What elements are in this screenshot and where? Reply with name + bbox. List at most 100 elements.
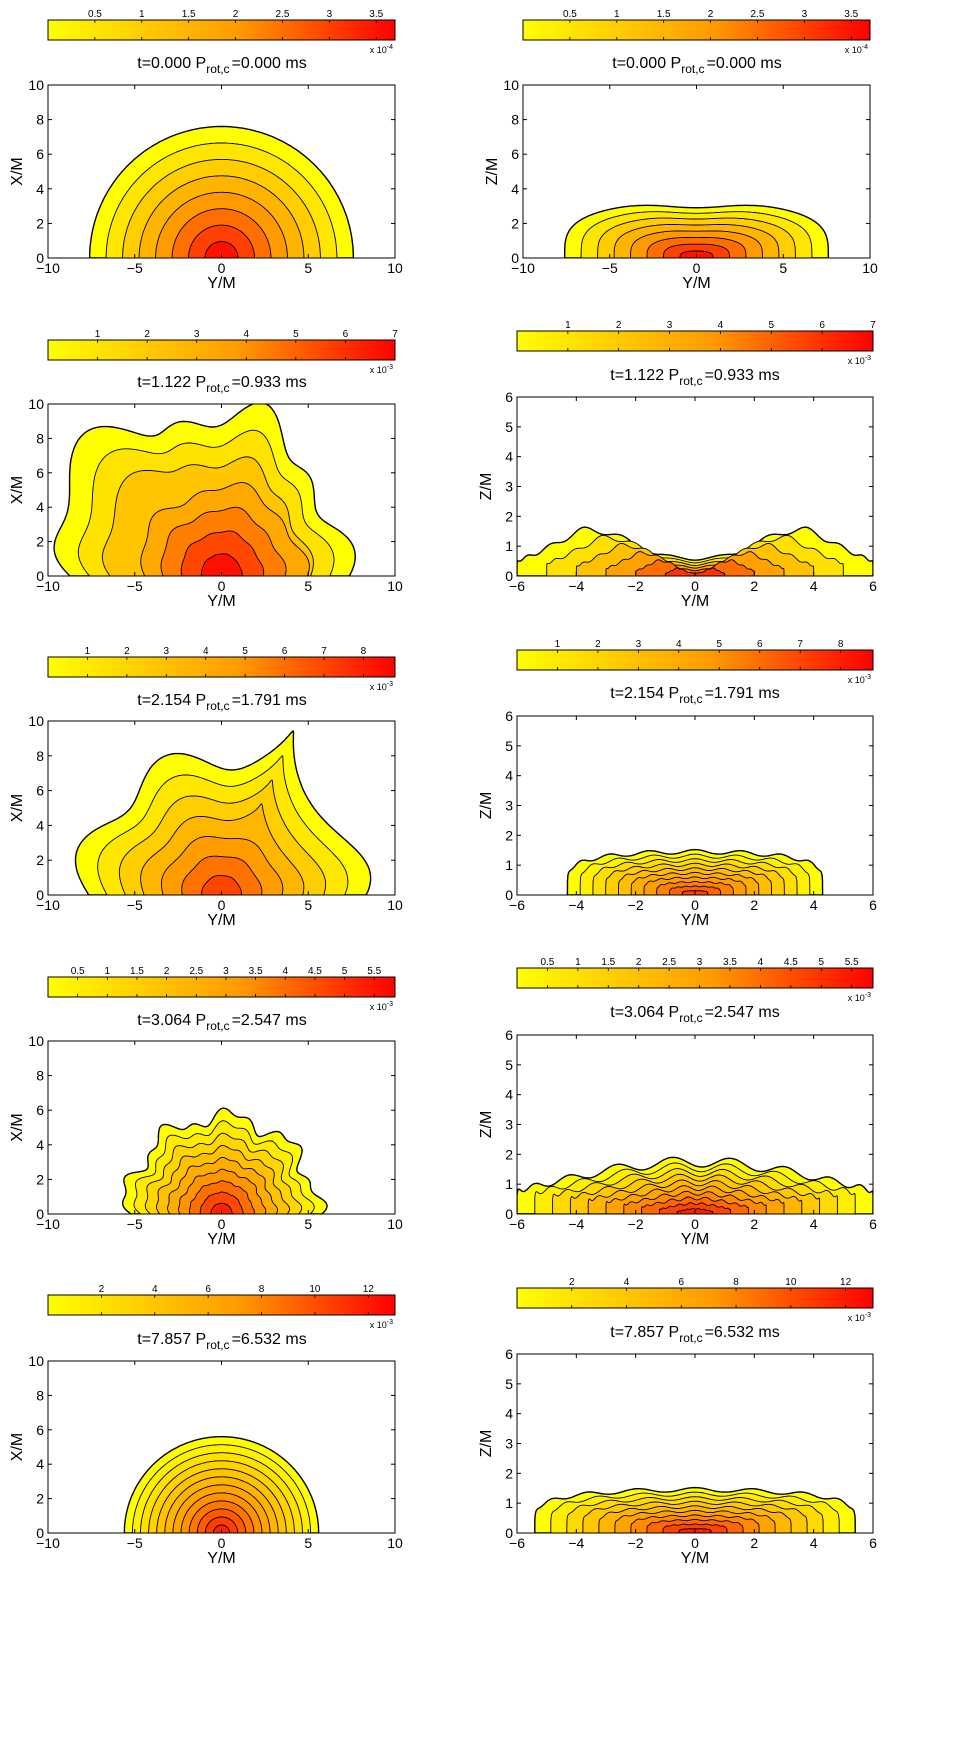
colorbar-tick-label: 5 bbox=[342, 966, 348, 977]
colorbar-tick-label: 2.5 bbox=[751, 9, 765, 20]
colorbar-tick-label: 2 bbox=[233, 9, 239, 20]
x-tick-label: 2 bbox=[750, 897, 758, 913]
y-axis-label: Z/M bbox=[478, 792, 495, 820]
y-tick-label: 4 bbox=[36, 1456, 44, 1472]
colorbar-tick-label: 1 bbox=[139, 9, 145, 20]
y-tick-label: 3 bbox=[505, 1436, 513, 1452]
panel-title-rest: =6.532 ms bbox=[232, 1331, 307, 1348]
y-tick-label: 0 bbox=[36, 1525, 44, 1541]
y-axis-label: Z/M bbox=[478, 1111, 495, 1139]
panel-row2-right: 1 2 3 4 5 6 7 x 10-3 t=1.122 Prot,c =0.933 ms −6 −4… bbox=[478, 320, 877, 610]
x-tick-label: 10 bbox=[387, 897, 403, 913]
colorbar-exponent: x 10-4 bbox=[370, 44, 393, 55]
colorbar-tick-label: 3 bbox=[194, 329, 200, 340]
y-tick-label: 10 bbox=[28, 1033, 44, 1049]
x-tick-label: −4 bbox=[568, 1216, 584, 1232]
x-tick-label: 4 bbox=[810, 1216, 818, 1232]
colorbar-tick-label: 3.5 bbox=[369, 9, 383, 20]
x-tick-label: 0 bbox=[218, 897, 226, 913]
x-tick-label: 6 bbox=[869, 578, 877, 594]
panel-title-rest: =0.933 ms bbox=[705, 367, 780, 384]
colorbar-tick-label: 4.5 bbox=[308, 966, 322, 977]
colorbar-tick-label: 4 bbox=[152, 1284, 158, 1295]
x-tick-label: −10 bbox=[36, 1216, 60, 1232]
colorbar-tick-label: 0.5 bbox=[88, 9, 102, 20]
y-tick-label: 2 bbox=[505, 1465, 513, 1481]
colorbar-tick-label: 8 bbox=[733, 1277, 739, 1288]
x-tick-label: 0 bbox=[218, 578, 226, 594]
y-axis-label: X/M bbox=[9, 157, 26, 185]
y-tick-label: 10 bbox=[28, 1353, 44, 1369]
y-tick-label: 8 bbox=[36, 430, 44, 446]
colorbar-tick-label: 0.5 bbox=[540, 957, 554, 968]
panel-title: t=2.154 Prot,c =1.791 ms bbox=[137, 692, 306, 713]
y-axis-label: Z/M bbox=[478, 473, 495, 501]
panel-title-subscript: rot,c bbox=[206, 381, 229, 395]
panel-title-rest: =0.933 ms bbox=[232, 374, 307, 391]
colorbar-tick-label: 5.5 bbox=[845, 957, 859, 968]
panel-title: t=7.857 Prot,c =6.532 ms bbox=[610, 1324, 779, 1345]
colorbar-exponent: x 10-3 bbox=[370, 1319, 393, 1330]
y-tick-label: 1 bbox=[505, 857, 513, 873]
colorbar-tick-label: 3.5 bbox=[249, 966, 263, 977]
y-tick-label: 0 bbox=[511, 250, 519, 266]
colorbar-exponent-power: -3 bbox=[865, 674, 871, 681]
x-tick-label: −2 bbox=[628, 578, 644, 594]
colorbar-tick-label: 3 bbox=[223, 966, 229, 977]
x-tick-label: 0 bbox=[693, 260, 701, 276]
panel-title-subscript: rot,c bbox=[681, 62, 704, 76]
y-tick-label: 2 bbox=[505, 827, 513, 843]
x-tick-label: 10 bbox=[387, 1216, 403, 1232]
y-tick-label: 2 bbox=[36, 852, 44, 868]
x-tick-label: 0 bbox=[218, 260, 226, 276]
panel-title: t=2.154 Prot,c =1.791 ms bbox=[610, 685, 779, 706]
panel-title: t=1.122 Prot,c =0.933 ms bbox=[137, 374, 306, 395]
colorbar-tick-label: 1 bbox=[85, 646, 91, 657]
colorbar-tick-label: 10 bbox=[309, 1284, 321, 1295]
colorbar-tick-label: 4.5 bbox=[784, 957, 798, 968]
colorbar-tick-label: 5.5 bbox=[367, 966, 381, 977]
y-tick-label: 8 bbox=[36, 1387, 44, 1403]
colorbar-exponent: x 10-3 bbox=[370, 1001, 393, 1012]
panel-title-main: t=1.122 P bbox=[610, 367, 679, 384]
x-tick-label: −5 bbox=[127, 1216, 143, 1232]
panel-title: t=0.000 Prot,c =0.000 ms bbox=[137, 55, 306, 76]
y-tick-label: 6 bbox=[36, 146, 44, 162]
colorbar-tick-label: 1.5 bbox=[182, 9, 196, 20]
panel-title-subscript: rot,c bbox=[679, 692, 702, 706]
colorbar-tick-label: 8 bbox=[838, 639, 844, 650]
colorbar-tick-label: 5 bbox=[716, 639, 722, 650]
contour-area bbox=[123, 1436, 320, 1533]
x-tick-label: −5 bbox=[127, 260, 143, 276]
x-tick-label: −4 bbox=[568, 897, 584, 913]
x-tick-label: −10 bbox=[36, 1535, 60, 1551]
y-tick-label: 1 bbox=[505, 538, 513, 554]
y-tick-label: 4 bbox=[36, 817, 44, 833]
x-tick-label: 6 bbox=[869, 1535, 877, 1551]
x-tick-label: 0 bbox=[691, 1535, 699, 1551]
y-tick-label: 2 bbox=[36, 1171, 44, 1187]
y-tick-label: 0 bbox=[36, 887, 44, 903]
colorbar-tick-label: 2 bbox=[708, 9, 714, 20]
x-tick-label: 0 bbox=[691, 1216, 699, 1232]
colorbar-tick-label: 6 bbox=[343, 329, 349, 340]
y-tick-label: 10 bbox=[503, 77, 519, 93]
colorbar-exponent: x 10-4 bbox=[845, 44, 868, 55]
y-tick-label: 6 bbox=[36, 783, 44, 799]
colorbar-tick-label: 4 bbox=[624, 1277, 630, 1288]
y-tick-label: 4 bbox=[36, 499, 44, 515]
colorbar-tick-label: 0.5 bbox=[563, 9, 577, 20]
panel-title-rest: =1.791 ms bbox=[232, 692, 307, 709]
y-tick-label: 2 bbox=[36, 1491, 44, 1507]
y-tick-label: 5 bbox=[505, 419, 513, 435]
panel-title-subscript: rot,c bbox=[206, 699, 229, 713]
x-tick-label: −6 bbox=[509, 1216, 525, 1232]
panel-title-rest: =2.547 ms bbox=[232, 1012, 307, 1029]
y-tick-label: 0 bbox=[36, 250, 44, 266]
colorbar-tick-label: 1 bbox=[565, 320, 571, 331]
colorbar-tick-label: 5 bbox=[769, 320, 775, 331]
colorbar-tick-label: 3 bbox=[802, 9, 808, 20]
colorbar-exponent-power: -3 bbox=[865, 355, 871, 362]
x-tick-label: 10 bbox=[387, 260, 403, 276]
panel-row1-right: 0.5 1 1.5 2 2.5 3 3.5 x 10-4 t=0.000 Prot,c =0.00… bbox=[484, 9, 878, 292]
